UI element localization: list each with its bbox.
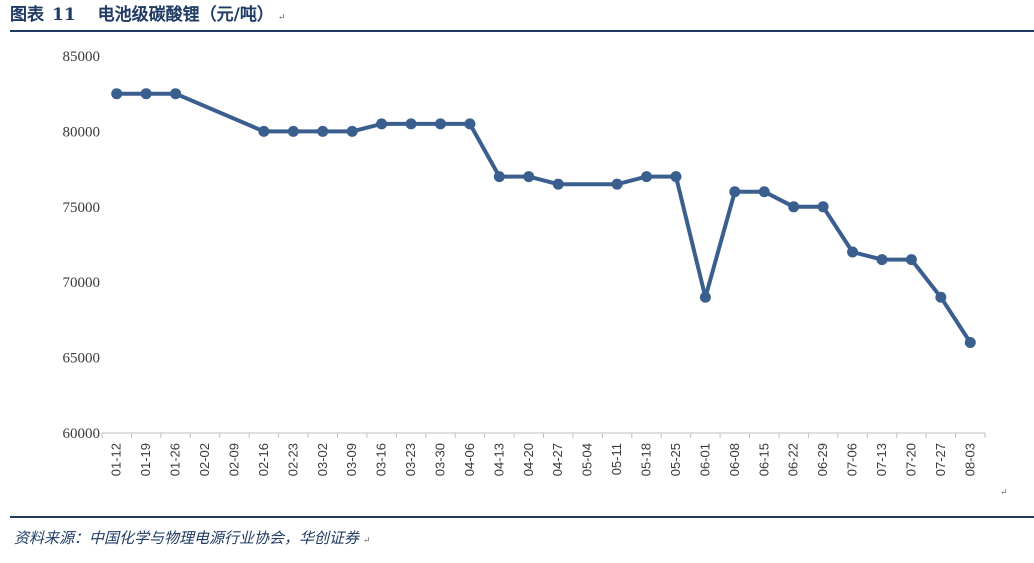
x-tick-label: 02-23 [285, 443, 300, 476]
data-point [699, 291, 711, 303]
x-tick-label: 03-16 [374, 443, 389, 476]
x-tick-label: 03-02 [315, 443, 330, 476]
paragraph-mark-icon: ↵ [363, 536, 371, 546]
top-rule [10, 30, 1034, 32]
x-tick-label: 03-23 [403, 443, 418, 476]
data-point [170, 88, 182, 100]
x-tick-label: 02-09 [226, 443, 241, 476]
data-point [905, 254, 917, 266]
x-tick-label: 06-08 [727, 443, 742, 476]
paragraph-mark-icon: ↵ [1000, 488, 1008, 498]
data-point [258, 125, 270, 137]
line-chart: 60000 65000 70000 75000 80000 85000 01-12 01-19… [63, 49, 986, 476]
data-point [876, 254, 888, 266]
data-point [670, 171, 682, 183]
x-tick-label: 06-01 [697, 443, 712, 476]
x-tick-label: 05-11 [609, 443, 624, 475]
source-note: 资料来源：中国化学与物理电源行业协会，华创证券 ↵ [14, 527, 371, 548]
data-point [964, 337, 976, 349]
data-point [552, 178, 564, 190]
data-point [523, 171, 535, 183]
data-point [847, 246, 859, 258]
x-tick-label: 06-22 [786, 443, 801, 476]
bottom-rule [10, 516, 1034, 518]
data-point [729, 186, 741, 198]
x-tick-label: 05-25 [668, 443, 683, 476]
data-point [817, 201, 829, 213]
x-tick-label: 04-13 [491, 443, 506, 476]
data-point [935, 291, 947, 303]
data-point [140, 88, 152, 100]
x-tick-label: 05-18 [639, 443, 654, 476]
data-point [111, 88, 123, 100]
data-point [434, 118, 446, 130]
series-line [116, 91, 972, 344]
x-tick-label: 07-06 [845, 443, 860, 476]
x-tick-label: 07-13 [874, 443, 889, 476]
figure-title: 图表 11 电池级碳酸锂（元/吨） ↵ [10, 2, 285, 28]
data-point [376, 118, 388, 130]
x-tick-label: 01-26 [168, 443, 183, 476]
y-tick-label: 70000 [63, 275, 101, 291]
x-tick-label: 07-27 [933, 443, 948, 476]
paragraph-mark-icon: ↵ [277, 13, 286, 23]
x-tick-label: 07-20 [903, 443, 918, 476]
data-point [346, 125, 358, 137]
x-tick-label: 06-29 [815, 443, 830, 476]
x-tick-label: 08-03 [962, 443, 977, 476]
data-point [317, 125, 329, 137]
x-tick-label: 04-27 [550, 443, 565, 476]
x-tick-label: 01-12 [109, 443, 124, 476]
chart-title: 电池级碳酸锂（元/吨） [97, 5, 274, 25]
data-point [641, 171, 653, 183]
figure-label: 图表 [10, 5, 44, 25]
data-point [464, 118, 476, 130]
x-tick-label: 01-19 [138, 443, 153, 476]
y-tick-label: 85000 [63, 49, 101, 65]
data-point [788, 201, 800, 213]
x-tick-label: 02-16 [256, 443, 271, 476]
y-tick-label: 60000 [63, 426, 101, 442]
x-tick-label: 03-30 [432, 443, 447, 476]
data-point [611, 178, 623, 190]
data-point [758, 186, 770, 198]
x-tick-label: 03-09 [344, 443, 359, 476]
y-tick-label: 65000 [63, 351, 101, 367]
data-point [287, 125, 299, 137]
x-tick-label: 02-02 [197, 443, 212, 476]
y-tick-label: 75000 [63, 200, 101, 216]
y-tick-label: 80000 [63, 124, 101, 140]
x-tick-label: 04-20 [521, 443, 536, 476]
data-point [405, 118, 417, 130]
x-tick-label: 05-04 [580, 443, 595, 476]
x-tick-label: 06-15 [756, 443, 771, 476]
data-point [493, 171, 505, 183]
source-text: 资料来源：中国化学与物理电源行业协会，华创证券 [14, 529, 360, 547]
x-tick-label: 04-06 [462, 443, 477, 476]
figure-number: 11 [52, 5, 76, 25]
